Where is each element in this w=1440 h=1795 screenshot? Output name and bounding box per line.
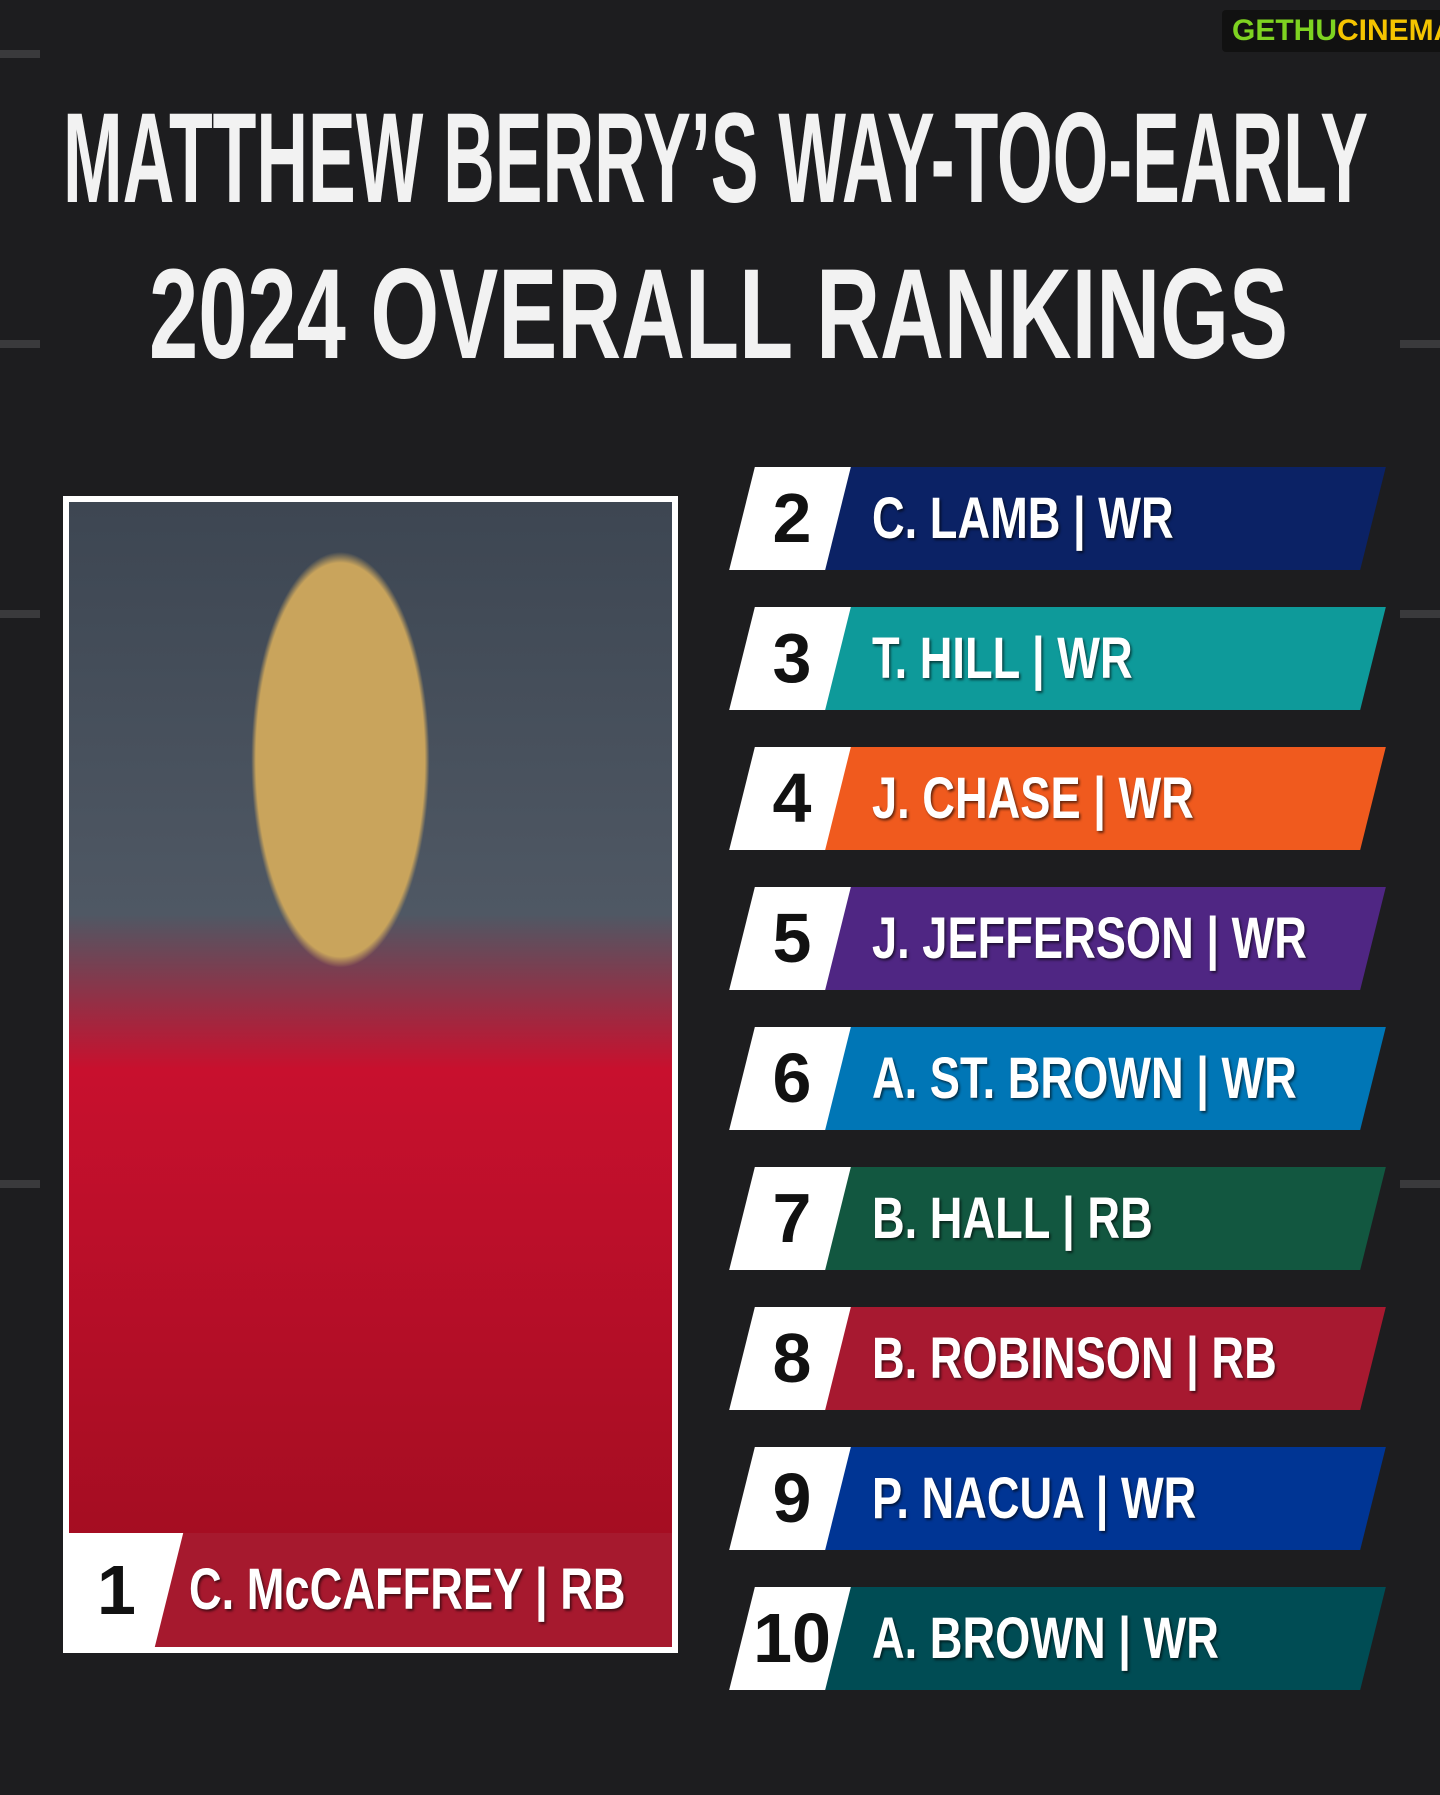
rank-number: 7 <box>772 1179 812 1257</box>
rank-number: 5 <box>772 899 812 977</box>
ranking-row: 8 B. ROBINSON | RB <box>729 1307 1386 1410</box>
rank-number: 10 <box>753 1599 831 1677</box>
title-line: 2024 OVERALL RANKINGS <box>149 243 1288 386</box>
title-line: MATTHEW BERRY’S WAY-TOO-EARLY <box>63 90 1368 230</box>
yard-marker <box>0 50 40 58</box>
rank-number: 8 <box>772 1319 812 1397</box>
player-label: A. BROWN | WR <box>872 1606 1219 1671</box>
player-label: A. ST. BROWN | WR <box>872 1046 1297 1111</box>
ranking-row: 3 T. HILL | WR <box>729 607 1386 710</box>
yard-marker <box>1400 1180 1440 1188</box>
yard-marker <box>1400 340 1440 348</box>
player-label: J. JEFFERSON | WR <box>872 906 1307 971</box>
ranking-row: 7 B. HALL | RB <box>729 1167 1386 1270</box>
player-label: T. HILL | WR <box>872 626 1133 691</box>
ranking-row: 10 A. BROWN | WR <box>729 1587 1386 1690</box>
ranking-row: 6 A. ST. BROWN | WR <box>729 1027 1386 1130</box>
rank-number: 3 <box>772 619 812 697</box>
featured-row: 1 C. McCAFFREY | RB <box>69 1533 672 1647</box>
player-label: B. ROBINSON | RB <box>872 1326 1277 1391</box>
player-label: C. McCAFFREY | RB <box>189 1557 626 1622</box>
rank-number: 4 <box>772 759 812 837</box>
ranking-row: 4 J. CHASE | WR <box>729 747 1386 850</box>
player-photo <box>69 502 672 1533</box>
title: MATTHEW BERRY’S WAY-TOO-EARLY 2024 OVERA… <box>63 90 1368 386</box>
yard-marker <box>0 610 40 618</box>
ranking-row: 2 C. LAMB | WR <box>729 467 1386 570</box>
featured-card: 1 C. McCAFFREY | RB <box>63 496 678 1653</box>
yard-marker <box>0 1180 40 1188</box>
watermark-part: CINEMA <box>1337 14 1440 47</box>
rank-number: 9 <box>772 1459 812 1537</box>
rank-number: 6 <box>772 1039 812 1117</box>
player-label: C. LAMB | WR <box>872 486 1174 551</box>
player-label: B. HALL | RB <box>872 1186 1153 1251</box>
watermark-part: GETHU <box>1232 14 1337 47</box>
ranking-row: 5 J. JEFFERSON | WR <box>729 887 1386 990</box>
rank-number: 1 <box>97 1551 136 1629</box>
yard-marker <box>1400 610 1440 618</box>
player-label: P. NACUA | WR <box>872 1466 1197 1531</box>
watermark: GETHUCINEMA <box>1222 10 1440 52</box>
ranking-row: 9 P. NACUA | WR <box>729 1447 1386 1550</box>
rank-number: 2 <box>772 479 812 557</box>
yard-marker <box>0 340 40 348</box>
player-label: J. CHASE | WR <box>872 766 1194 831</box>
